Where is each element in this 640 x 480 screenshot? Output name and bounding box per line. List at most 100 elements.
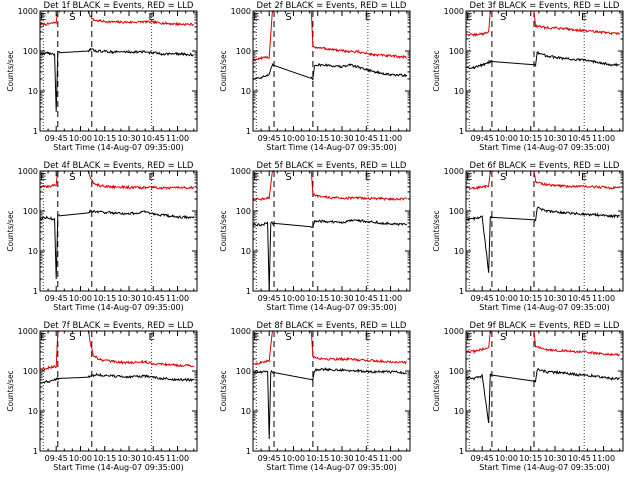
- events-series-line: [40, 372, 195, 384]
- y-tick-label: 1000: [444, 167, 464, 176]
- chart-title: Det 2f BLACK = Events, RED = LLD: [257, 1, 407, 11]
- x-tick-label: 11:00: [166, 134, 189, 143]
- x-tick-label: 10:00: [282, 294, 305, 303]
- y-tick-label: 1: [246, 447, 251, 456]
- x-axis-label: Start Time (14-Aug-07 09:35:00): [53, 303, 184, 312]
- chart-title: Det 5f BLACK = Events, RED = LLD: [257, 161, 407, 171]
- lld-series-line: [466, 331, 621, 357]
- y-tick-label: 10: [28, 247, 38, 256]
- x-axis-label: Start Time (14-Aug-07 09:35:00): [479, 303, 610, 312]
- lld-series-line: [253, 331, 407, 366]
- y-tick-label: 1000: [231, 7, 251, 16]
- y-tick-label: 1000: [18, 327, 38, 336]
- x-tick-label: 10:30: [330, 454, 353, 463]
- x-axis-label: Start Time (14-Aug-07 09:35:00): [266, 143, 397, 152]
- plot-frame: [465, 170, 624, 292]
- x-tick-label: 10:15: [306, 294, 329, 303]
- y-tick-label: 1: [246, 287, 251, 296]
- x-tick-label: 10:45: [568, 134, 591, 143]
- x-axis-label: Start Time (14-Aug-07 09:35:00): [266, 463, 397, 472]
- x-tick-label: 10:45: [355, 134, 378, 143]
- y-tick-label: 1: [33, 287, 38, 296]
- events-series-line: [253, 218, 407, 291]
- marker-label: E: [253, 12, 259, 23]
- marker-label: E: [40, 12, 46, 23]
- x-axis-label: Start Time (14-Aug-07 09:35:00): [266, 303, 397, 312]
- x-tick-label: 09:45: [45, 454, 68, 463]
- y-tick-label: 1000: [444, 7, 464, 16]
- x-tick-label: 10:00: [282, 134, 305, 143]
- marker-label: S: [500, 12, 506, 23]
- lld-series-line: [253, 11, 407, 62]
- y-tick-label: 100: [236, 207, 251, 216]
- y-tick-label: 1000: [18, 167, 38, 176]
- plot-frame: [252, 170, 411, 292]
- x-tick-label: 10:30: [117, 454, 140, 463]
- lld-series-line: [466, 171, 621, 190]
- y-tick-label: 10: [241, 247, 251, 256]
- marker-label: S: [285, 172, 291, 183]
- plot-frame: [252, 10, 411, 132]
- y-tick-label: 1000: [231, 327, 251, 336]
- y-tick-label: 1: [459, 287, 464, 296]
- x-tick-label: 09:45: [258, 454, 281, 463]
- x-axis-label: Start Time (14-Aug-07 09:35:00): [53, 143, 184, 152]
- marker-label: E: [149, 172, 155, 183]
- x-tick-label: 10:45: [355, 454, 378, 463]
- x-tick-label: 11:00: [166, 454, 189, 463]
- y-tick-label: 10: [28, 407, 38, 416]
- marker-label: S: [285, 332, 291, 343]
- y-tick-label: 10: [241, 87, 251, 96]
- x-tick-label: 10:30: [543, 454, 566, 463]
- events-series-line: [466, 206, 620, 273]
- chart-title: Det 3f BLACK = Events, RED = LLD: [470, 1, 620, 11]
- x-tick-label: 10:45: [355, 294, 378, 303]
- plot-frame: [465, 10, 624, 132]
- y-tick-label: 1: [246, 127, 251, 136]
- marker-label: S: [500, 172, 506, 183]
- y-tick-label: 10: [454, 247, 464, 256]
- x-tick-label: 11:00: [379, 294, 402, 303]
- marker-label: E: [581, 172, 587, 183]
- marker-label: S: [500, 332, 506, 343]
- chart-panel-4: Det 4f BLACK = Events, RED = LLD 1 10 100 10…: [6, 161, 198, 312]
- events-series-line: [466, 50, 620, 70]
- y-tick-label: 1: [459, 447, 464, 456]
- x-axis-label: Start Time (14-Aug-07 09:35:00): [479, 143, 610, 152]
- marker-label: E: [466, 12, 472, 23]
- x-tick-label: 10:00: [495, 294, 518, 303]
- y-tick-label: 100: [23, 47, 38, 56]
- x-tick-label: 10:00: [495, 134, 518, 143]
- x-axis-label: Start Time (14-Aug-07 09:35:00): [479, 463, 610, 472]
- x-tick-label: 11:00: [592, 294, 615, 303]
- events-series-line: [253, 62, 408, 81]
- x-tick-label: 09:45: [471, 454, 494, 463]
- x-tick-label: 10:30: [117, 294, 140, 303]
- marker-label: S: [285, 12, 291, 23]
- y-axis-label: Counts/sec: [6, 50, 15, 91]
- y-tick-label: 100: [449, 47, 464, 56]
- x-tick-label: 10:00: [495, 454, 518, 463]
- x-tick-label: 10:30: [543, 294, 566, 303]
- x-tick-label: 10:30: [117, 134, 140, 143]
- lld-series-line: [40, 11, 195, 27]
- events-series-line: [40, 47, 194, 112]
- plot-frame: [39, 170, 198, 292]
- y-axis-label: Counts/sec: [6, 210, 15, 251]
- y-axis-label: Counts/sec: [432, 370, 441, 411]
- y-tick-label: 100: [236, 47, 251, 56]
- marker-label: E: [40, 332, 46, 343]
- chart-title: Det 7f BLACK = Events, RED = LLD: [44, 321, 194, 331]
- events-series-line: [466, 367, 620, 424]
- y-tick-label: 10: [454, 87, 464, 96]
- x-tick-label: 10:30: [330, 134, 353, 143]
- marker-label: E: [365, 172, 371, 183]
- x-tick-label: 10:00: [69, 134, 92, 143]
- x-tick-label: 10:00: [69, 294, 92, 303]
- chart-panel-5: Det 5f BLACK = Events, RED = LLD 1 10 100 10…: [219, 161, 411, 312]
- y-tick-label: 1: [33, 127, 38, 136]
- x-tick-label: 10:15: [93, 134, 116, 143]
- y-tick-label: 1: [33, 447, 38, 456]
- marker-label: S: [69, 172, 75, 183]
- x-tick-label: 10:15: [306, 454, 329, 463]
